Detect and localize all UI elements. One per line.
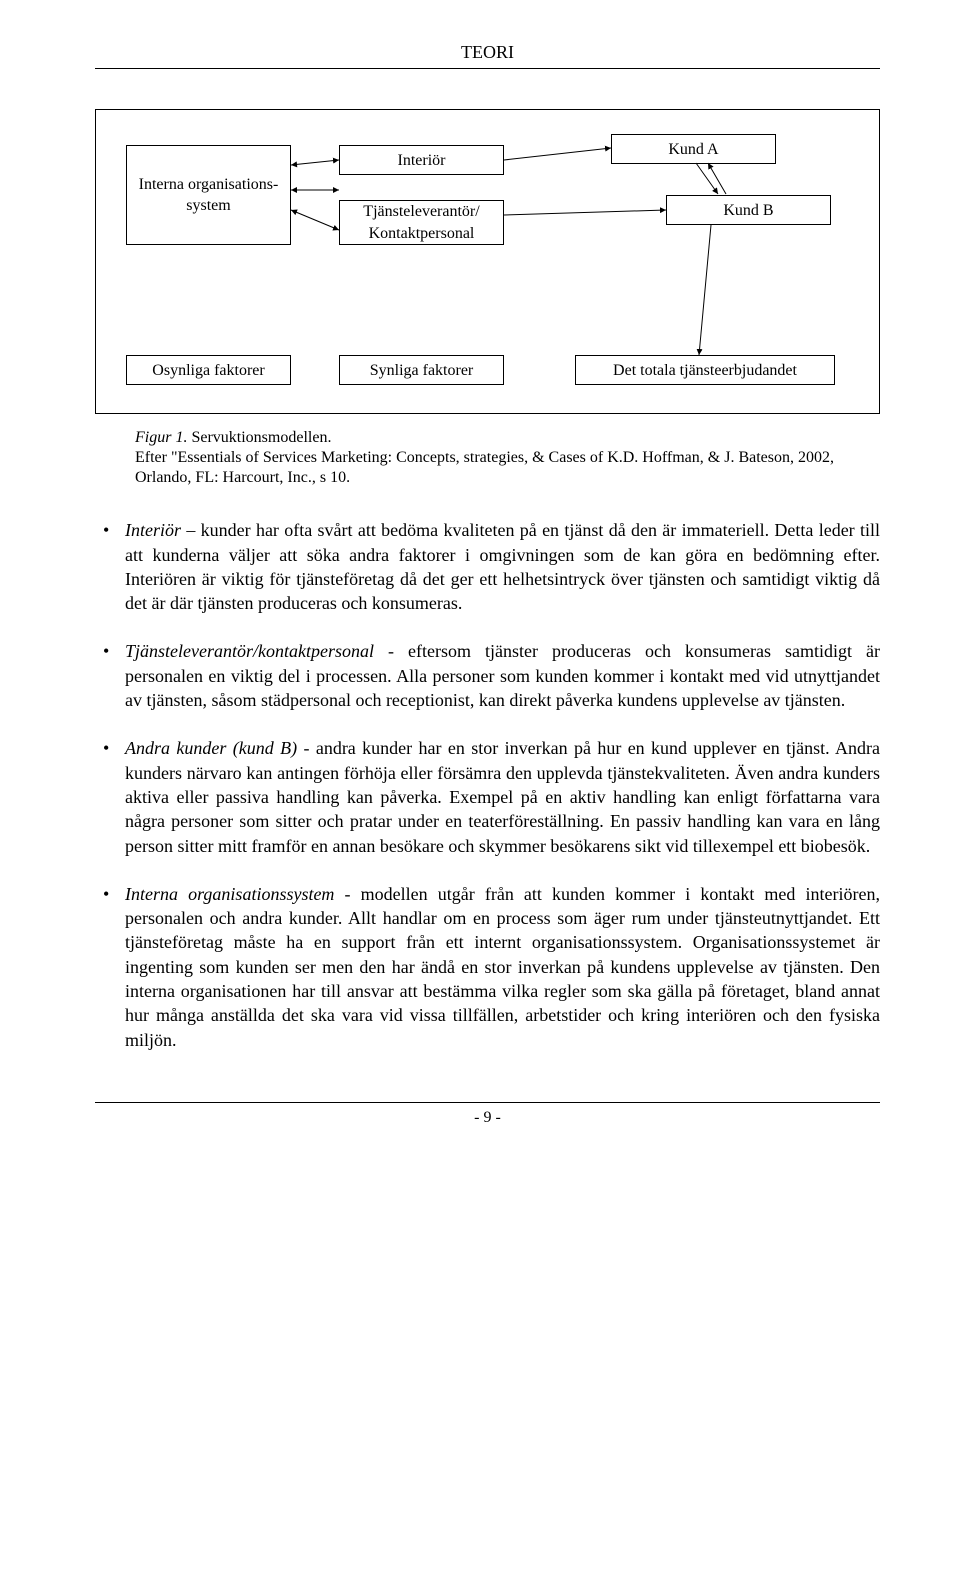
bullet-sep: - <box>374 641 408 661</box>
bullet-item: Tjänsteleverantör/kontaktpersonal - efte… <box>95 639 880 712</box>
footer-rule <box>95 1102 880 1103</box>
figure-label: Figur 1. <box>135 429 187 446</box>
box-synliga-faktorer: Synliga faktorer <box>339 355 504 385</box>
page-number: - 9 - <box>95 1107 880 1129</box>
box-kund-b: Kund B <box>666 195 831 225</box>
bullet-item: Interiör – kunder har ofta svårt att bed… <box>95 518 880 615</box>
figure-source: Efter "Essentials of Services Marketing:… <box>135 449 834 486</box>
box-tjansteleverantor: Tjänsteleverantör/ Kontaktpersonal <box>339 200 504 245</box>
servuction-diagram: Interna organisations-system Interiör Tj… <box>95 109 880 414</box>
bullet-sep: – <box>181 520 201 540</box>
box-interna-organisationssystem: Interna organisations-system <box>126 145 291 245</box>
bullet-lead: Andra kunder (kund B) <box>125 738 297 758</box>
bullet-list: Interiör – kunder har ofta svårt att bed… <box>95 518 880 1052</box>
page-header: TEORI <box>95 40 880 64</box>
box-totala-tjansteerbjudandet: Det totala tjänsteerbjudandet <box>575 355 835 385</box>
bullet-item: Interna organisationssystem - modellen u… <box>95 882 880 1052</box>
box-interior: Interiör <box>339 145 504 175</box>
bullet-lead: Interiör <box>125 520 181 540</box>
header-rule <box>95 68 880 69</box>
figure-caption: Figur 1. Servuktionsmodellen. Efter "Ess… <box>135 428 840 488</box>
box-kund-a: Kund A <box>611 134 776 164</box>
figure-name: Servuktionsmodellen. <box>191 429 331 446</box>
bullet-lead: Tjänsteleverantör/kontaktpersonal <box>125 641 374 661</box>
bullet-sep: - <box>334 884 360 904</box>
bullet-text: kunder har ofta svårt att bedöma kvalite… <box>125 520 880 613</box>
bullet-lead: Interna organisationssystem <box>125 884 334 904</box>
bullet-sep: - <box>297 738 316 758</box>
box-osynliga-faktorer: Osynliga faktorer <box>126 355 291 385</box>
bullet-text: modellen utgår från att kunden kommer i … <box>125 884 880 1050</box>
bullet-item: Andra kunder (kund B) - andra kunder har… <box>95 736 880 857</box>
